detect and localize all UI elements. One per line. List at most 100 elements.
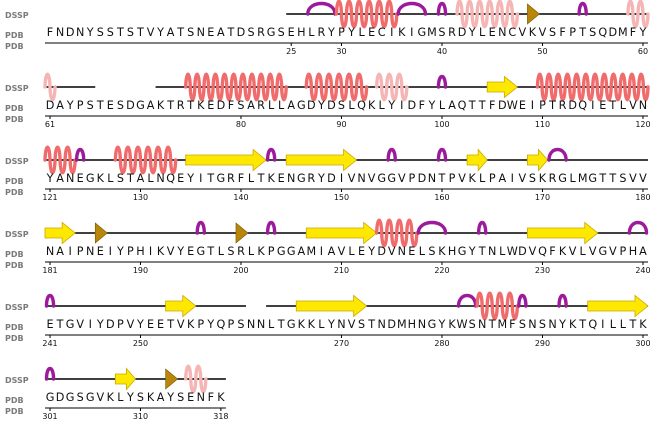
dssp-label: DSSP	[5, 84, 29, 93]
residue: F	[208, 391, 214, 404]
residue: P	[127, 245, 134, 258]
residue: Y	[176, 245, 184, 258]
residue-number: 150	[334, 193, 349, 202]
residue: A	[297, 245, 305, 258]
residue: N	[56, 26, 64, 39]
residue-number: 220	[434, 266, 449, 275]
residue: F	[509, 318, 515, 331]
residue: F	[559, 26, 565, 39]
residue: E	[77, 172, 84, 185]
residue: T	[478, 99, 486, 112]
residue: V	[519, 26, 527, 39]
residue: D	[609, 26, 618, 39]
residue: T	[166, 318, 174, 331]
residue: S	[77, 391, 84, 404]
residue: S	[177, 391, 184, 404]
residue: S	[539, 318, 546, 331]
residue: V	[639, 172, 647, 185]
residue-number: 241	[42, 339, 57, 348]
helix-faded	[184, 364, 208, 394]
residue: E	[157, 318, 164, 331]
residue-number: 60	[638, 47, 648, 56]
residue: G	[86, 391, 95, 404]
residue: R	[257, 99, 265, 112]
residue: V	[589, 245, 597, 258]
residue: W	[507, 99, 518, 112]
residue: S	[549, 26, 556, 39]
residue: T	[277, 318, 285, 331]
residue: K	[97, 172, 105, 185]
residue: C	[508, 26, 516, 39]
residue: E	[177, 172, 184, 185]
residue: N	[418, 318, 426, 331]
residue: L	[147, 172, 154, 185]
residue: V	[539, 26, 547, 39]
residue: L	[419, 245, 426, 258]
residue: G	[558, 172, 567, 185]
residue: E	[187, 245, 194, 258]
beta-strand	[587, 294, 649, 318]
residue: I	[511, 172, 514, 185]
residue: G	[287, 245, 296, 258]
residue: D	[66, 26, 75, 39]
residue: G	[267, 26, 276, 39]
residue: K	[298, 318, 306, 331]
residue: L	[620, 99, 627, 112]
pdb-label: PDB	[5, 261, 24, 270]
residue: I	[149, 245, 152, 258]
turn	[436, 74, 448, 89]
residue-number: 120	[635, 120, 650, 129]
pdb-label: PDB	[5, 250, 24, 259]
residue: S	[237, 99, 244, 112]
residue: V	[348, 318, 356, 331]
residue-number: 250	[133, 339, 148, 348]
residue: R	[448, 26, 456, 39]
residue: R	[237, 245, 245, 258]
turn	[476, 220, 488, 235]
alpha-helix	[374, 218, 419, 248]
residue: N	[257, 318, 265, 331]
residue: T	[166, 99, 174, 112]
residue: E	[519, 99, 526, 112]
residue: L	[268, 318, 275, 331]
residue: E	[207, 26, 214, 39]
residue: G	[428, 318, 437, 331]
residue: V	[519, 172, 527, 185]
residue: S	[278, 26, 285, 39]
residue-number: 110	[535, 120, 550, 129]
residue: K	[147, 391, 155, 404]
turn	[265, 147, 277, 162]
residue: F	[47, 26, 53, 39]
residue: T	[468, 99, 476, 112]
residue: P	[408, 172, 415, 185]
alpha-helix	[43, 145, 77, 175]
residue-number: 210	[334, 266, 349, 275]
residue: G	[217, 172, 226, 185]
turn	[456, 293, 478, 308]
residue: A	[56, 245, 64, 258]
residue: R	[227, 172, 235, 185]
residue: R	[549, 172, 557, 185]
residue: M	[618, 26, 628, 39]
residue: N	[76, 26, 84, 39]
residue: Q	[357, 99, 366, 112]
residue: I	[410, 26, 413, 39]
residue: N	[197, 391, 205, 404]
residue: E	[97, 245, 104, 258]
residue: I	[601, 318, 604, 331]
residue: T	[96, 99, 104, 112]
beta-strand	[466, 148, 488, 172]
residue: N	[548, 318, 556, 331]
residue: N	[498, 26, 506, 39]
residue: G	[377, 172, 386, 185]
residue: Q	[166, 172, 175, 185]
residue: E	[288, 26, 295, 39]
residue: T	[176, 26, 184, 39]
residue: I	[68, 245, 71, 258]
residue: I	[591, 99, 594, 112]
residue: S	[107, 26, 114, 39]
residue: P	[268, 245, 275, 258]
residue: V	[629, 172, 637, 185]
